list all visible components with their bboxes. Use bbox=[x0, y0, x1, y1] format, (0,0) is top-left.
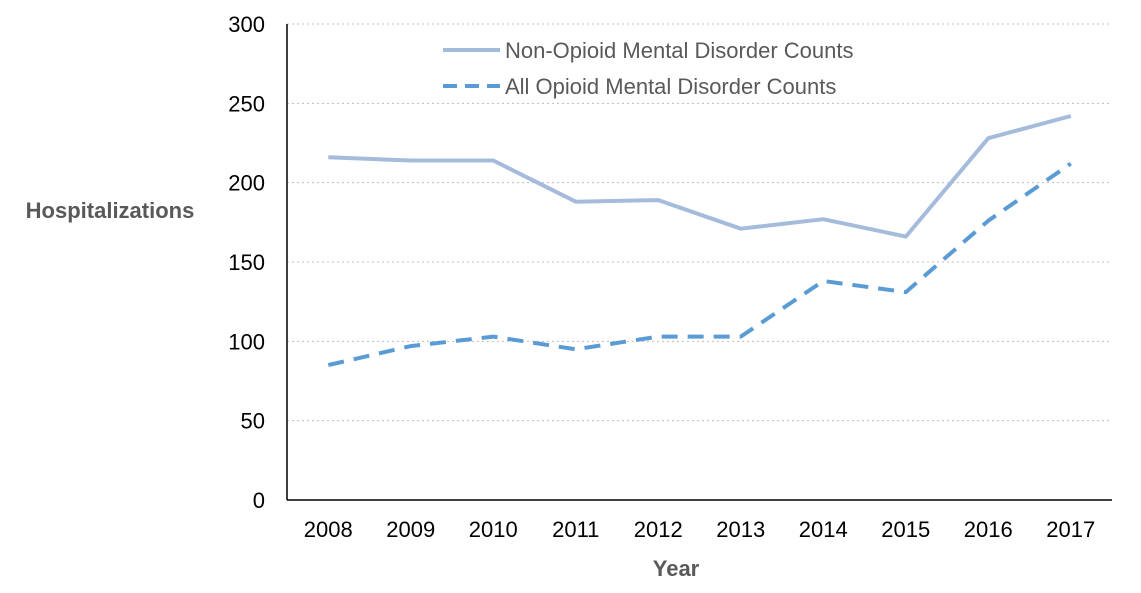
y-tick-label: 0 bbox=[253, 488, 265, 513]
series-line-1 bbox=[327, 161, 1072, 368]
y-axis-title: Hospitalizations bbox=[26, 198, 195, 223]
y-tick-label: 100 bbox=[228, 329, 265, 354]
y-tick-label: 150 bbox=[228, 250, 265, 275]
axes bbox=[286, 24, 1112, 501]
x-tick-label: 2013 bbox=[716, 517, 765, 542]
y-tick-label: 250 bbox=[228, 91, 265, 116]
x-axis-title: Year bbox=[653, 556, 700, 581]
series-lines bbox=[327, 114, 1072, 368]
x-tick-label: 2008 bbox=[304, 517, 353, 542]
x-tick-label: 2011 bbox=[552, 517, 599, 542]
x-tick-label: 2014 bbox=[799, 517, 848, 542]
x-tick-labels: 2008 2009 2010 2011 2012 2013 2014 2015 2016 2017 bbox=[304, 517, 1095, 542]
x-tick-label: 2012 bbox=[634, 517, 683, 542]
y-tick-labels: 0 50 100 150 200 250 300 bbox=[228, 12, 265, 513]
x-tick-label: 2010 bbox=[469, 517, 518, 542]
series-line-0 bbox=[328, 114, 1072, 239]
legend-label-non-opioid: Non-Opioid Mental Disorder Counts bbox=[505, 38, 854, 63]
legend-label-opioid: All Opioid Mental Disorder Counts bbox=[505, 74, 836, 99]
y-tick-label: 200 bbox=[228, 171, 265, 196]
x-tick-label: 2015 bbox=[881, 517, 930, 542]
legend: Non-Opioid Mental Disorder Counts All Op… bbox=[443, 38, 854, 99]
y-tick-label: 300 bbox=[228, 12, 265, 37]
x-tick-label: 2009 bbox=[386, 517, 435, 542]
y-tick-label: 50 bbox=[241, 409, 265, 434]
x-tick-label: 2016 bbox=[964, 517, 1013, 542]
x-tick-label: 2017 bbox=[1046, 517, 1095, 542]
